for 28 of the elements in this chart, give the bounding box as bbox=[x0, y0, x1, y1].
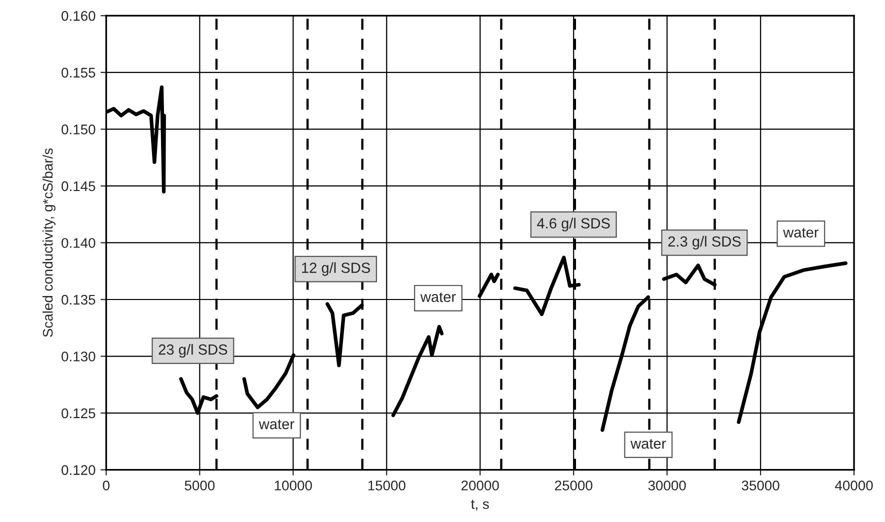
x-tick-label: 10000 bbox=[274, 480, 312, 490]
x-axis-title: t, s bbox=[471, 500, 489, 511]
annotation: 12 g/l SDS bbox=[302, 262, 370, 276]
annotation: 4.6 g/l SDS bbox=[537, 218, 610, 232]
x-tick-label: 35000 bbox=[742, 480, 780, 490]
y-tick-label: 0.160 bbox=[62, 10, 96, 21]
x-tick-label: 0 bbox=[102, 480, 110, 490]
annotation: water bbox=[420, 292, 456, 302]
x-tick-label: 40000 bbox=[835, 480, 873, 490]
y-tick-label: 0.135 bbox=[62, 294, 96, 305]
y-tick-label: 0.150 bbox=[62, 124, 96, 134]
y-tick-label: 0.140 bbox=[62, 238, 96, 248]
y-tick-label: 0.125 bbox=[62, 408, 96, 418]
y-tick-label: 0.130 bbox=[62, 352, 96, 362]
x-tick-label: 25000 bbox=[554, 480, 592, 490]
y-tick-label: 0.120 bbox=[62, 465, 96, 475]
annotation: 23 g/l SDS bbox=[158, 344, 228, 358]
annotation: 2.3 g/l SDS bbox=[668, 236, 741, 250]
y-tick-label: 0.155 bbox=[62, 68, 96, 78]
x-tick-label: 30000 bbox=[648, 480, 686, 490]
y-axis-title: Scaled conductivity, g*cS/bar/s bbox=[42, 148, 56, 337]
x-tick-label: 20000 bbox=[462, 480, 499, 490]
annotation: water bbox=[630, 439, 666, 449]
annotation: water bbox=[258, 420, 294, 430]
y-tick-label: 0.145 bbox=[62, 181, 96, 192]
annotation: water bbox=[783, 228, 819, 238]
x-tick-label: 15000 bbox=[368, 480, 406, 490]
x-tick-label: 5000 bbox=[184, 480, 215, 490]
